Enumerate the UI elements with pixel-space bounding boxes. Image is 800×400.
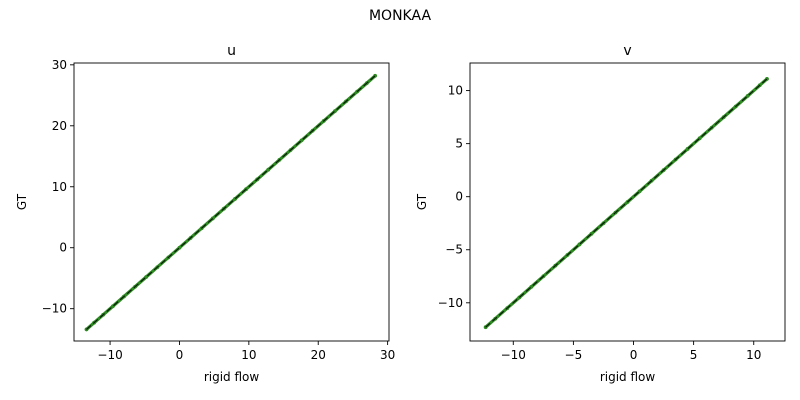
y-tick-label: 5 [455,137,463,151]
x-axis-label: rigid flow [600,370,656,384]
data-point [745,93,750,98]
y-tick-label: 20 [52,119,67,133]
x-tick-label: −10 [97,348,122,362]
axes-frame [73,62,390,342]
x-tick-label: 30 [380,348,395,362]
series-trace [485,78,768,328]
y-tick-label: −10 [42,302,67,316]
x-tick-label: 0 [176,348,184,362]
x-tick-label: −10 [501,348,526,362]
x-tick-label: 5 [690,348,698,362]
figure-title: MONKAA [369,8,431,24]
x-tick-label: 20 [311,348,326,362]
series-trace [86,75,376,330]
y-tick-label: 10 [52,180,67,194]
x-tick-label: 0 [630,348,638,362]
subplot-title: v [623,43,631,59]
y-tick-label: 30 [52,58,67,72]
axes-frame [469,62,786,342]
y-axis-label: GT [15,193,29,210]
y-tick-label: −10 [438,296,463,310]
y-tick-label: −5 [445,243,463,257]
data-point [144,275,149,279]
y-tick-label: 0 [455,190,463,204]
y-axis-label: GT [415,193,429,210]
y-tick-label: 10 [448,84,463,98]
subplot-v: −10 −5 0 5 10 −10 −5 0 5 10 v rigid flow GT [415,43,786,384]
subplot-u: −10 0 10 20 30 −10 0 10 20 30 u rigid flow GT [15,43,395,384]
subplot-title: u [227,43,236,59]
y-tick-label: 0 [59,241,67,255]
x-tick-label: 10 [241,348,256,362]
x-axis-label: rigid flow [204,370,260,384]
x-tick-label: −5 [565,348,583,362]
x-tick-label: 10 [746,348,761,362]
